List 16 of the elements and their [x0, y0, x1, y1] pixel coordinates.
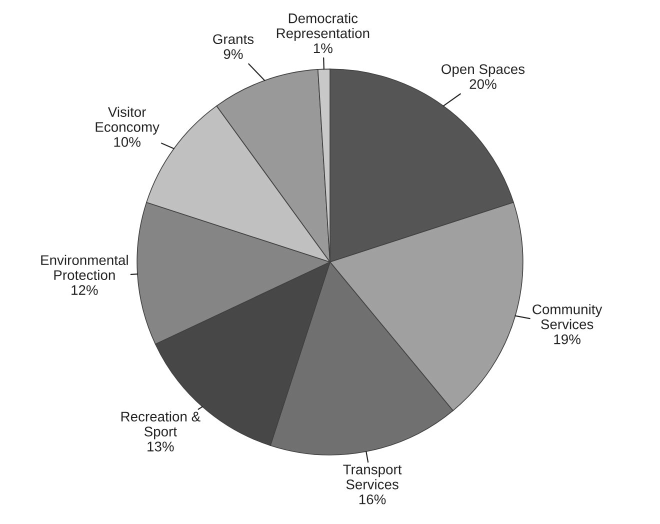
- data-label: 20%: [470, 79, 496, 90]
- data-label: 16%: [359, 494, 386, 504]
- data-label: 13%: [148, 442, 174, 452]
- slice-label: Visitor Econcomy: [96, 106, 160, 135]
- slice-label: Recreation & Sport: [121, 411, 200, 440]
- data-label: 9%: [224, 49, 243, 60]
- slice-label: Community Services: [532, 304, 602, 330]
- slice-label: Democratic Representation: [276, 13, 370, 41]
- slice-label: Transport Services: [343, 464, 402, 490]
- slice-label: Grants: [213, 34, 254, 44]
- data-label: 10%: [114, 137, 140, 147]
- data-label: 19%: [554, 334, 580, 344]
- data-label: 1%: [314, 43, 332, 54]
- data-label: 12%: [72, 285, 98, 295]
- slice-label: Environmental Protection: [41, 254, 128, 280]
- slice-label: Open Spaces: [442, 64, 525, 77]
